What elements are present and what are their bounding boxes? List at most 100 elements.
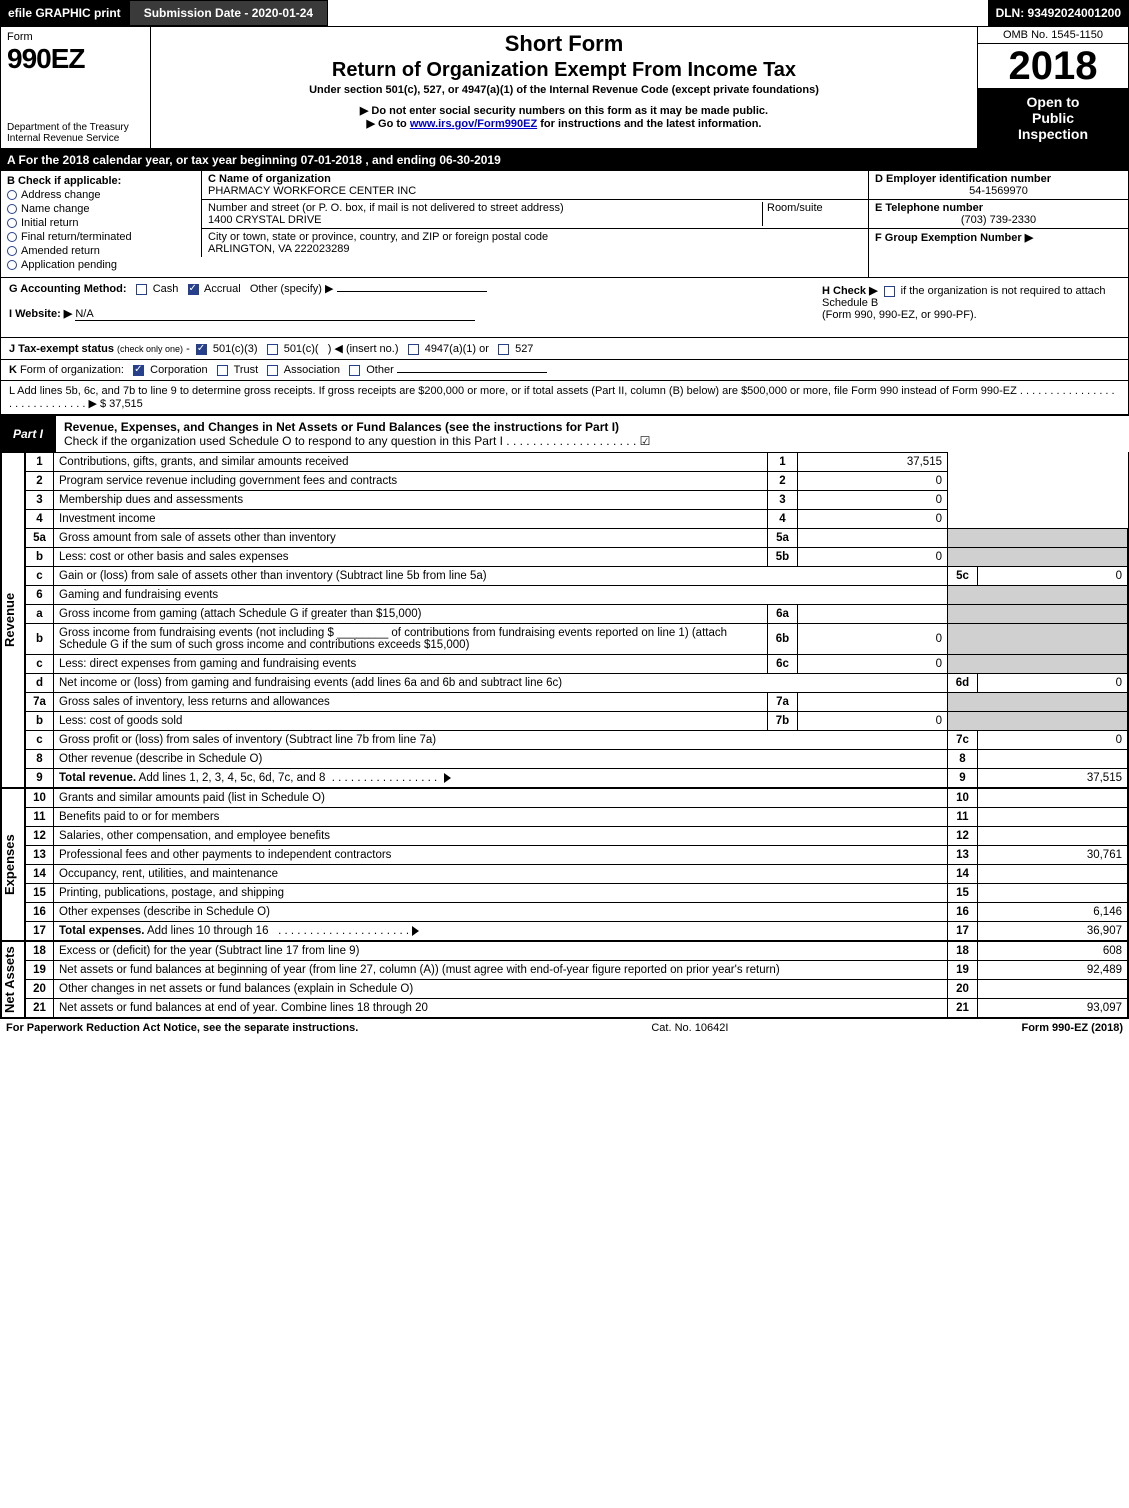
tax-year: 2018 <box>978 44 1128 88</box>
k-trust-checkbox[interactable] <box>217 365 228 376</box>
line-amount: 0 <box>978 674 1128 693</box>
line-amount: 0 <box>798 510 948 529</box>
h-text2: (Form 990, 990-EZ, or 990-PF). <box>822 309 977 321</box>
line-6: 6Gaming and fundraising events <box>26 586 1128 605</box>
line-desc: Net assets or fund balances at end of ye… <box>54 999 948 1018</box>
cash-checkbox[interactable] <box>136 284 147 295</box>
j-501c3-checkbox[interactable] <box>196 344 207 355</box>
line-desc: Professional fees and other payments to … <box>54 846 948 865</box>
h-checkbox[interactable] <box>884 286 895 297</box>
line-num: c <box>26 655 54 674</box>
line-ref: 5c <box>948 567 978 586</box>
line-ref: 2 <box>768 472 798 491</box>
line-num: 13 <box>26 846 54 865</box>
department: Department of the Treasury Internal Reve… <box>7 122 144 144</box>
other-label: Other (specify) ▶ <box>250 283 334 295</box>
j-4947-checkbox[interactable] <box>408 344 419 355</box>
line-11: 11Benefits paid to or for members11 <box>26 808 1128 827</box>
b-item-label: Address change <box>21 189 101 201</box>
line-1: 1Contributions, gifts, grants, and simil… <box>26 453 1128 472</box>
spacer <box>328 0 987 26</box>
header-right: OMB No. 1545-1150 2018 Open to Public In… <box>978 27 1128 148</box>
j-527-checkbox[interactable] <box>498 344 509 355</box>
form-header: Form 990EZ Department of the Treasury In… <box>0 26 1129 149</box>
line-amount <box>978 980 1128 999</box>
e-label: E Telephone number <box>875 202 1122 214</box>
grey-cell <box>948 693 1128 712</box>
line-ref: 13 <box>948 846 978 865</box>
line-amount: 92,489 <box>978 961 1128 980</box>
line-5b: bLess: cost or other basis and sales exp… <box>26 548 1128 567</box>
line-ref: 10 <box>948 789 978 808</box>
g-label: G Accounting Method: <box>9 283 127 295</box>
line-num: b <box>26 548 54 567</box>
line-5a: 5aGross amount from sale of assets other… <box>26 529 1128 548</box>
line-15: 15Printing, publications, postage, and s… <box>26 884 1128 903</box>
website-input[interactable]: N/A <box>75 308 475 321</box>
line-ref: 4 <box>768 510 798 529</box>
line-num: 6 <box>26 586 54 605</box>
b-item-initial[interactable]: Initial return <box>7 217 195 229</box>
section-a: A For the 2018 calendar year, or tax yea… <box>0 149 1129 171</box>
line-desc: Gain or (loss) from sale of assets other… <box>54 567 948 586</box>
org-address: 1400 CRYSTAL DRIVE <box>208 214 762 226</box>
submission-date: Submission Date - 2020-01-24 <box>129 0 328 26</box>
line-amount: 0 <box>798 655 948 674</box>
line-num: 1 <box>26 453 54 472</box>
open-line2: Public <box>982 110 1124 126</box>
c-label: C Name of organization <box>208 173 862 185</box>
k-other-checkbox[interactable] <box>349 365 360 376</box>
b-item-amended[interactable]: Amended return <box>7 245 195 257</box>
section-l: L Add lines 5b, 6c, and 7b to line 9 to … <box>0 381 1129 415</box>
k-corp-checkbox[interactable] <box>133 365 144 376</box>
b-item-label: Amended return <box>21 245 100 257</box>
line-desc: Gross sales of inventory, less returns a… <box>54 693 768 712</box>
line-ref: 15 <box>948 884 978 903</box>
line-desc: Less: cost or other basis and sales expe… <box>54 548 768 567</box>
line-num: 20 <box>26 980 54 999</box>
k-other-input[interactable] <box>397 372 547 373</box>
b-item-pending[interactable]: Application pending <box>7 259 195 271</box>
line-ref: 5a <box>768 529 798 548</box>
ssn-note: ▶ Do not enter social security numbers o… <box>161 104 967 117</box>
line-ref: 19 <box>948 961 978 980</box>
accrual-checkbox[interactable] <box>188 284 199 295</box>
line-desc: Program service revenue including govern… <box>54 472 768 491</box>
line-ref: 7b <box>768 712 798 731</box>
irs-link[interactable]: www.irs.gov/Form990EZ <box>410 118 537 130</box>
grey-cell <box>948 529 1128 548</box>
line-5c: cGain or (loss) from sale of assets othe… <box>26 567 1128 586</box>
part1-header: Part I Revenue, Expenses, and Changes in… <box>0 415 1129 452</box>
line-amount: 93,097 <box>978 999 1128 1018</box>
grey-cell <box>948 548 1128 567</box>
netassets-table: 18Excess or (deficit) for the year (Subt… <box>25 941 1128 1018</box>
other-input[interactable] <box>337 291 487 292</box>
k-assoc-checkbox[interactable] <box>267 365 278 376</box>
b-item-name[interactable]: Name change <box>7 203 195 215</box>
line-amount: 0 <box>978 731 1128 750</box>
goto-note: ▶ Go to www.irs.gov/Form990EZ for instru… <box>161 117 967 130</box>
grey-cell <box>948 586 1128 605</box>
j-501c-checkbox[interactable] <box>267 344 278 355</box>
addr-label: Number and street (or P. O. box, if mail… <box>208 202 762 214</box>
b-item-final[interactable]: Final return/terminated <box>7 231 195 243</box>
b-item-label: Final return/terminated <box>21 231 132 243</box>
section-def: D Employer identification number 54-1569… <box>868 171 1128 277</box>
org-name: PHARMACY WORKFORCE CENTER INC <box>208 185 862 197</box>
line-amount <box>978 884 1128 903</box>
line-num: a <box>26 605 54 624</box>
line-num: 21 <box>26 999 54 1018</box>
line-6d: dNet income or (loss) from gaming and fu… <box>26 674 1128 693</box>
line-4: 4Investment income40 <box>26 510 1128 529</box>
line-desc: Gross profit or (loss) from sales of inv… <box>54 731 948 750</box>
line-amount: 0 <box>798 491 948 510</box>
line-desc: Contributions, gifts, grants, and simila… <box>54 453 768 472</box>
omb-number: OMB No. 1545-1150 <box>978 27 1128 44</box>
line-amount: 30,761 <box>978 846 1128 865</box>
b-item-address[interactable]: Address change <box>7 189 195 201</box>
line-desc: Gross income from gaming (attach Schedul… <box>54 605 768 624</box>
line-amount <box>798 605 948 624</box>
line-ref: 6c <box>768 655 798 674</box>
header-left: Form 990EZ Department of the Treasury In… <box>1 27 151 148</box>
radio-icon <box>7 190 17 200</box>
